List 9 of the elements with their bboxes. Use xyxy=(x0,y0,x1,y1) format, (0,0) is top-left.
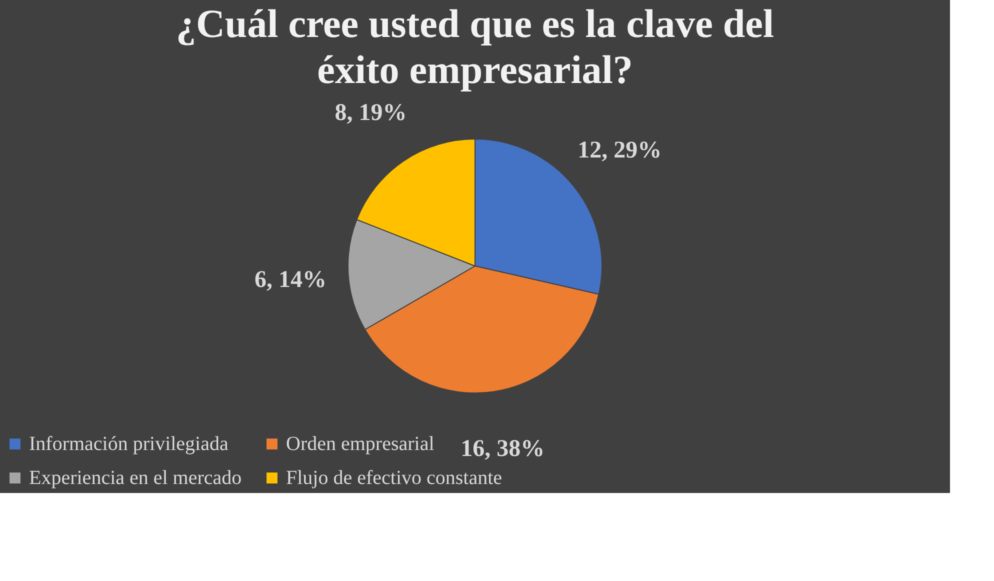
data-label: 16, 38% xyxy=(460,436,545,462)
legend-label: Orden empresarial xyxy=(286,433,435,455)
legend-label: Experiencia en el mercado xyxy=(29,467,242,489)
data-label: 6, 14% xyxy=(254,266,327,293)
legend-label: Flujo de efectivo constante xyxy=(286,467,502,489)
data-label: 8, 19% xyxy=(334,100,407,126)
legend-label: Información privilegiada xyxy=(29,433,228,455)
data-label: 12, 29% xyxy=(578,138,662,164)
chart-title: ¿Cuál cree usted que es la clave del éxito empresarial? xyxy=(176,1,774,92)
